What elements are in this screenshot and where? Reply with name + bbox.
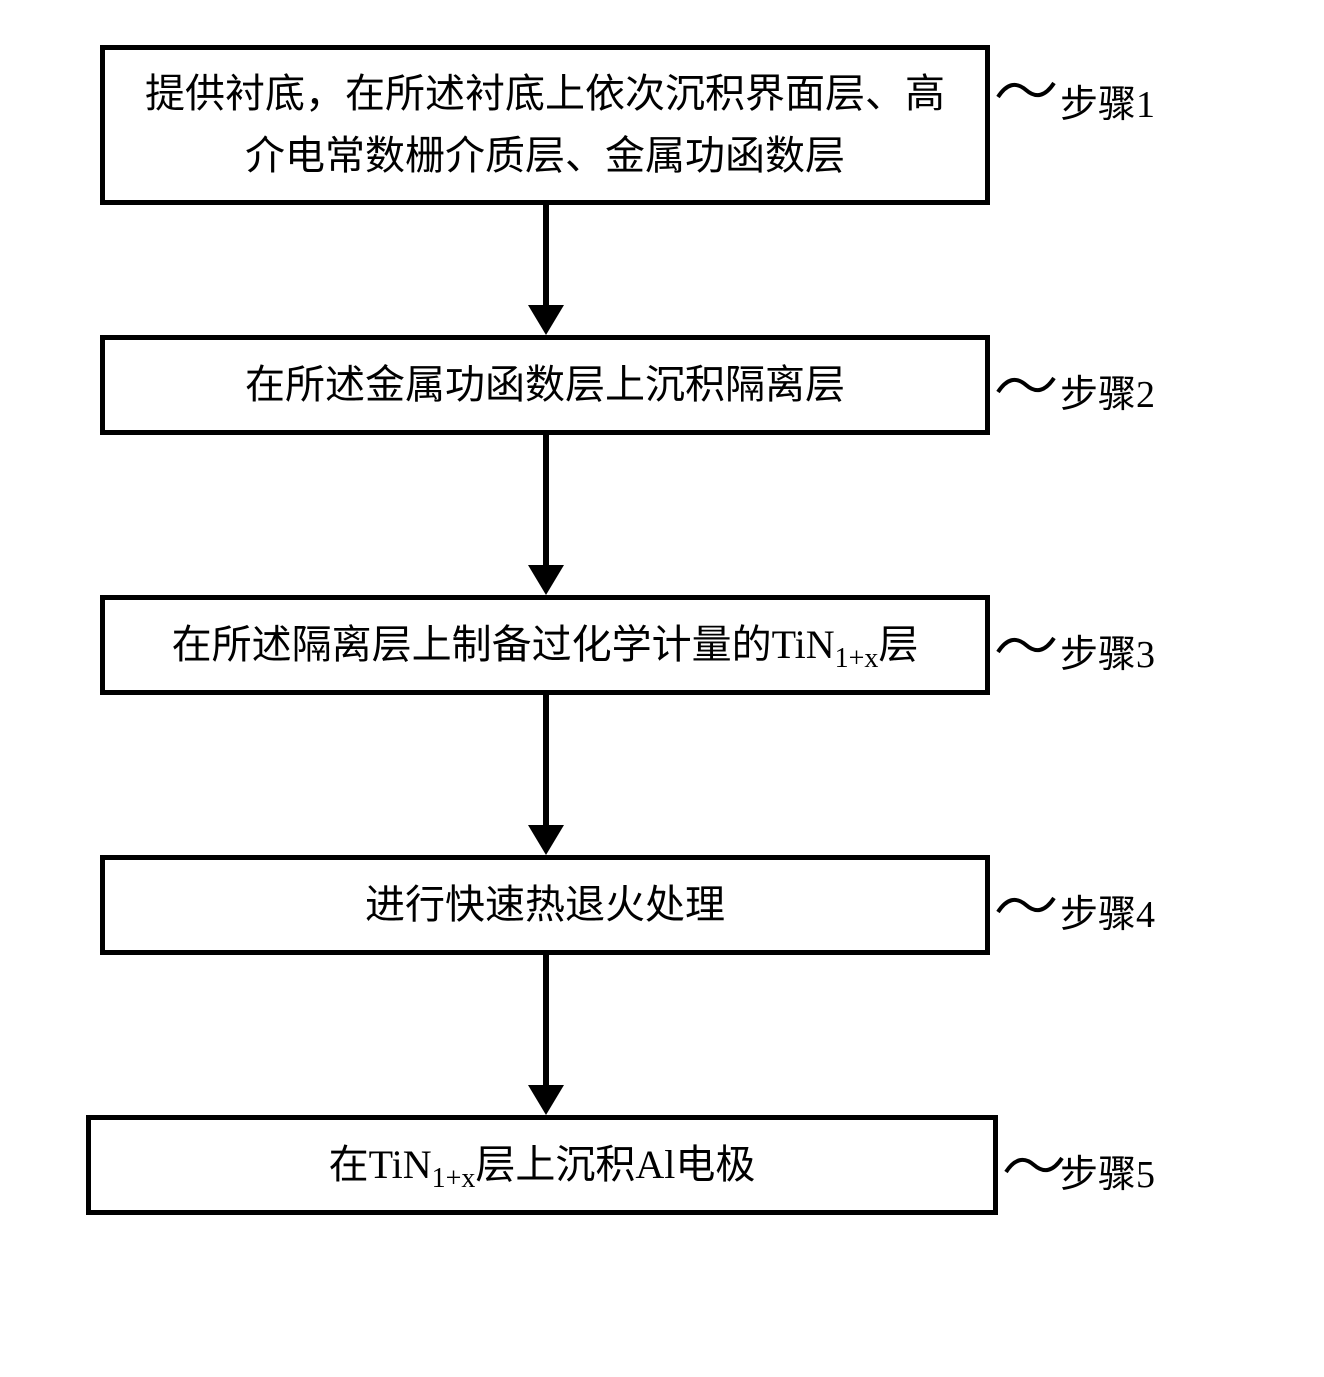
- arrow: [100, 955, 1224, 1115]
- step-text: 在TiN1+x层上沉积Al电极: [329, 1134, 756, 1196]
- arrow: [100, 205, 1224, 335]
- step-box: 在所述隔离层上制备过化学计量的TiN1+x层: [100, 595, 990, 695]
- step-label: 步骤4: [1060, 883, 1155, 938]
- connector-tilde-icon: [996, 630, 1056, 660]
- step-text: 在所述金属功函数层上沉积隔离层: [245, 354, 845, 416]
- step-row: 在TiN1+x层上沉积Al电极 步骤5: [100, 1115, 1224, 1215]
- step-label: 步骤1: [1060, 73, 1155, 128]
- arrow: [100, 695, 1224, 855]
- step-row: 提供衬底，在所述衬底上依次沉积界面层、高介电常数栅介质层、金属功函数层 步骤1: [100, 45, 1224, 205]
- step-box: 进行快速热退火处理: [100, 855, 990, 955]
- step-text: 在所述隔离层上制备过化学计量的TiN1+x层: [172, 614, 919, 676]
- step-text: 进行快速热退火处理: [365, 874, 725, 936]
- step-text: 提供衬底，在所述衬底上依次沉积界面层、高介电常数栅介质层、金属功函数层: [145, 63, 945, 187]
- connector-tilde-icon: [996, 890, 1056, 920]
- arrow-head-icon: [528, 825, 564, 855]
- connector-tilde-icon: [1004, 1150, 1064, 1180]
- step-row: 在所述隔离层上制备过化学计量的TiN1+x层 步骤3: [100, 595, 1224, 695]
- step-box: 提供衬底，在所述衬底上依次沉积界面层、高介电常数栅介质层、金属功函数层: [100, 45, 990, 205]
- arrow-line: [543, 205, 549, 309]
- arrow-line: [543, 695, 549, 829]
- step-label: 步骤2: [1060, 363, 1155, 418]
- arrow-head-icon: [528, 1085, 564, 1115]
- connector-tilde-icon: [996, 370, 1056, 400]
- step-row: 在所述金属功函数层上沉积隔离层 步骤2: [100, 335, 1224, 435]
- arrow: [100, 435, 1224, 595]
- connector-tilde-icon: [996, 75, 1056, 105]
- step-box: 在TiN1+x层上沉积Al电极: [86, 1115, 998, 1215]
- step-label: 步骤3: [1060, 623, 1155, 678]
- arrow-line: [543, 435, 549, 569]
- arrow-line: [543, 955, 549, 1089]
- arrow-head-icon: [528, 565, 564, 595]
- step-row: 进行快速热退火处理 步骤4: [100, 855, 1224, 955]
- step-label: 步骤5: [1060, 1143, 1155, 1198]
- arrow-head-icon: [528, 305, 564, 335]
- step-box: 在所述金属功函数层上沉积隔离层: [100, 335, 990, 435]
- flowchart: 提供衬底，在所述衬底上依次沉积界面层、高介电常数栅介质层、金属功函数层 步骤1 在所…: [100, 45, 1224, 1215]
